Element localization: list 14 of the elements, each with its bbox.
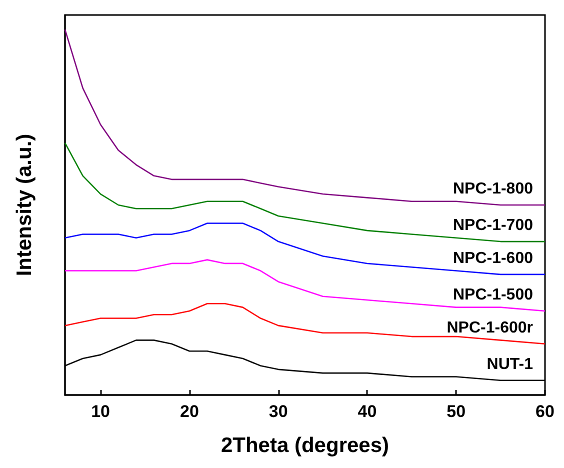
x-axis-title: 2Theta (degrees) <box>220 434 390 457</box>
x-tick-label: 40 <box>358 402 377 421</box>
series-label: NUT-1 <box>486 356 534 373</box>
series-label: NPC-1-700 <box>452 217 534 234</box>
y-axis-title: Intensity (a.u.) <box>13 134 36 276</box>
series-label: NPC-1-600 <box>452 250 534 267</box>
series-label: NPC-1-600r <box>446 319 533 336</box>
x-tick-label: 10 <box>91 402 110 421</box>
x-tick-label: 30 <box>268 402 288 421</box>
x-tick-label: 20 <box>180 402 199 421</box>
series-label: NPC-1-800 <box>452 180 534 198</box>
series-label: NPC-1-500 <box>452 286 534 304</box>
x-tick-label: 60 <box>536 402 554 421</box>
x-tick-label: 50 <box>446 402 466 421</box>
